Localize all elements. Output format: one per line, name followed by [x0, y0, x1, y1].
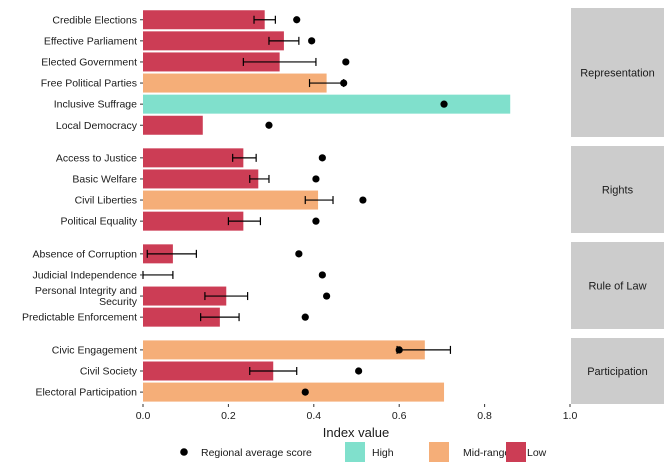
bar-basic-welfare	[143, 169, 259, 189]
x-tick-label-3: 0.6	[392, 410, 407, 422]
bar-electoral-participation	[143, 382, 445, 402]
error-bar-elected-government	[242, 57, 317, 66]
x-axis: 0.0 0.2 0.4 0.6 0.8 1.0	[136, 404, 578, 422]
legend: Regional average score High Mid-range Low	[180, 442, 547, 462]
x-tick-label-5: 1.0	[563, 410, 578, 422]
category-label-civic-engagement: Civic Engagement	[52, 344, 137, 356]
bar-access-to-justice	[143, 148, 244, 168]
legend-item-low: Low	[506, 442, 547, 462]
average-points	[265, 16, 448, 396]
category-label-political-equality: Political Equality	[61, 216, 138, 228]
category-label-free-political-parties: Free Political Parties	[41, 78, 137, 90]
facet-strip-rule-of-law	[571, 242, 664, 329]
average-point-absence-of-corruption	[295, 250, 303, 258]
facet-label-participation: Participation	[587, 366, 648, 378]
average-point-personal-integrity-and-security	[323, 292, 331, 300]
x-tick-label-1: 0.2	[221, 410, 236, 422]
error-bar-personal-integrity-and-security	[204, 292, 249, 301]
average-point-effective-parliament	[308, 37, 316, 45]
category-label-inclusive-suffrage: Inclusive Suffrage	[54, 99, 137, 111]
facet-strip-participation	[571, 338, 664, 404]
error-bar-effective-parliament	[268, 36, 300, 45]
facet-strips: Representation Rights Rule of Law Participa…	[571, 8, 664, 404]
bar-predictable-enforcement	[143, 307, 220, 327]
average-point-basic-welfare	[312, 175, 320, 183]
legend-item-average: Regional average score	[180, 447, 312, 459]
bar-political-equality	[143, 211, 244, 231]
error-bar-predictable-enforcement	[200, 313, 240, 322]
category-label-judicial-independence: Judicial Independence	[33, 269, 138, 281]
bar-local-democracy	[143, 115, 203, 135]
average-point-political-equality	[312, 217, 320, 225]
legend-label-average: Regional average score	[201, 447, 312, 459]
facet-label-rights: Rights	[602, 185, 634, 197]
category-label-electoral-participation: Electoral Participation	[35, 387, 137, 399]
bar-elected-government	[143, 52, 280, 72]
legend-point-icon	[180, 448, 188, 456]
error-bar-civil-society	[249, 367, 298, 375]
category-label-absence-of-corruption: Absence of Corruption	[33, 248, 138, 260]
average-point-civil-liberties	[359, 196, 367, 204]
bar-credible-elections	[143, 10, 265, 30]
bar-civil-society	[143, 361, 274, 381]
category-label-effective-parliament: Effective Parliament	[44, 35, 137, 47]
legend-label-high: High	[372, 447, 394, 459]
category-label-credible-elections: Credible Elections	[52, 14, 137, 26]
legend-swatch-mid-range	[429, 442, 449, 462]
legend-swatch-high	[345, 442, 365, 462]
average-point-elected-government	[342, 58, 350, 66]
x-tick-label-4: 0.8	[477, 410, 492, 422]
error-bar-civil-liberties	[304, 196, 334, 205]
average-point-access-to-justice	[318, 154, 326, 162]
average-point-electoral-participation	[301, 388, 309, 396]
facet-label-rule-of-law: Rule of Law	[588, 281, 646, 293]
category-label-civil-liberties: Civil Liberties	[75, 195, 137, 207]
facet-strip-representation	[571, 8, 664, 137]
category-label-personal-integrity-and-security: Personal Integrity and Security	[35, 285, 138, 308]
x-tick-label-2: 0.4	[306, 410, 321, 422]
category-label-local-democracy: Local Democracy	[56, 120, 138, 132]
legend-item-high: High	[345, 442, 394, 462]
bar-effective-parliament	[143, 31, 284, 51]
bar-civic-engagement	[143, 340, 425, 360]
error-bar-judicial-independence	[142, 270, 174, 279]
average-point-inclusive-suffrage	[440, 100, 448, 108]
bars	[143, 10, 511, 402]
category-label-civil-society: Civil Society	[80, 366, 138, 378]
average-point-judicial-independence	[318, 271, 326, 279]
legend-swatch-low	[506, 442, 526, 462]
average-point-local-democracy	[265, 121, 273, 129]
average-point-civil-society	[355, 367, 363, 375]
category-label-access-to-justice: Access to Justice	[56, 152, 137, 164]
legend-item-mid-range: Mid-range	[429, 442, 510, 462]
average-point-civic-engagement	[395, 346, 403, 354]
bar-free-political-parties	[143, 73, 327, 93]
average-point-credible-elections	[293, 16, 301, 24]
average-point-free-political-parties	[340, 79, 348, 87]
average-point-predictable-enforcement	[301, 313, 309, 321]
x-axis-title: Index value	[323, 425, 390, 440]
category-label-elected-government: Elected Government	[41, 56, 137, 68]
legend-label-mid-range: Mid-range	[463, 447, 510, 459]
category-labels: Credible Elections Effective Parliament El…	[22, 14, 143, 399]
error-bar-access-to-justice	[232, 153, 257, 162]
category-label-basic-welfare: Basic Welfare	[72, 173, 137, 185]
x-tick-label-0: 0.0	[136, 410, 151, 422]
legend-label-low: Low	[527, 447, 547, 459]
facet-strip-rights	[571, 146, 664, 233]
bar-inclusive-suffrage	[143, 94, 511, 114]
error-bar-political-equality	[227, 217, 262, 226]
bar-personal-integrity-and-security	[143, 286, 227, 306]
category-label-predictable-enforcement: Predictable Enforcement	[22, 312, 137, 324]
bar-civil-liberties	[143, 190, 319, 210]
error-bar-absence-of-corruption	[146, 249, 197, 258]
error-bar-credible-elections	[253, 15, 276, 24]
facet-label-representation: Representation	[580, 68, 655, 80]
error-bar-basic-welfare	[249, 174, 270, 183]
error-bars	[142, 15, 452, 375]
